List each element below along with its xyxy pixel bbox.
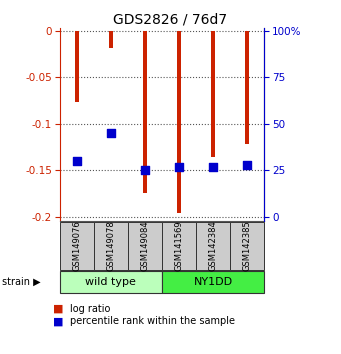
Point xyxy=(210,164,216,169)
Text: percentile rank within the sample: percentile rank within the sample xyxy=(70,316,235,326)
Text: strain ▶: strain ▶ xyxy=(2,277,40,287)
Bar xyxy=(177,31,181,213)
Text: GSM142385: GSM142385 xyxy=(243,221,252,271)
Bar xyxy=(211,31,215,157)
Point xyxy=(108,130,114,136)
Bar xyxy=(109,31,113,48)
Text: log ratio: log ratio xyxy=(70,304,110,314)
Text: GSM141569: GSM141569 xyxy=(175,221,183,271)
Point xyxy=(74,158,79,164)
Bar xyxy=(143,31,147,193)
Text: ■: ■ xyxy=(53,316,63,326)
Point xyxy=(142,167,148,173)
Text: GSM142384: GSM142384 xyxy=(209,221,218,271)
Point xyxy=(244,162,250,167)
Bar xyxy=(75,31,79,102)
Point xyxy=(176,164,182,169)
Text: GSM149076: GSM149076 xyxy=(72,221,81,271)
Text: NY1DD: NY1DD xyxy=(194,277,233,287)
Text: ■: ■ xyxy=(53,304,63,314)
Text: GDS2826 / 76d7: GDS2826 / 76d7 xyxy=(114,12,227,27)
Text: GSM149084: GSM149084 xyxy=(140,221,149,271)
Bar xyxy=(245,31,249,144)
Text: GSM149078: GSM149078 xyxy=(106,221,115,271)
Text: wild type: wild type xyxy=(85,277,136,287)
